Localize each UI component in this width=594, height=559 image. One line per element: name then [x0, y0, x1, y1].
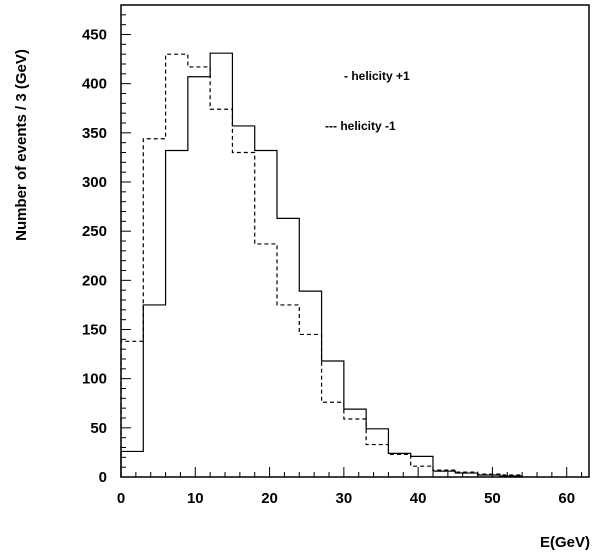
x-tick-label: 0 — [117, 490, 125, 507]
y-tick-label: 0 — [99, 469, 107, 486]
y-tick-label: 350 — [82, 125, 107, 142]
y-axis: 0 50 100 150 200 250 300 350 400 450 — [82, 4, 131, 486]
series-layer — [120, 52, 523, 477]
y-tick-label: 200 — [82, 272, 107, 289]
y-axis-label: Number of events / 3 (GeV) — [13, 49, 30, 241]
x-axis: 0 10 20 30 40 50 60 — [117, 467, 583, 507]
y-tick-label: 300 — [82, 174, 107, 191]
series-helicity-minus-1-line — [120, 53, 523, 477]
x-tick-label: 10 — [187, 490, 204, 507]
series-helicity-plus-1-line — [120, 52, 523, 477]
y-tick-label: 400 — [82, 76, 107, 93]
x-tick-label: 20 — [261, 490, 278, 507]
legend-entry-2: --- helicity -1 — [325, 119, 396, 133]
x-tick-label: 50 — [484, 490, 501, 507]
y-tick-label: 150 — [82, 322, 107, 339]
y-tick-label: 250 — [82, 223, 107, 240]
x-tick-label: 40 — [410, 490, 427, 507]
y-tick-label: 100 — [82, 371, 107, 388]
legend-entry-1: - helicity +1 — [344, 69, 410, 83]
y-tick-label: 50 — [90, 420, 107, 437]
x-tick-label: 60 — [558, 490, 575, 507]
y-tick-label: 450 — [82, 27, 107, 44]
x-tick-label: 30 — [336, 490, 353, 507]
x-axis-label: E(GeV) — [540, 534, 590, 551]
